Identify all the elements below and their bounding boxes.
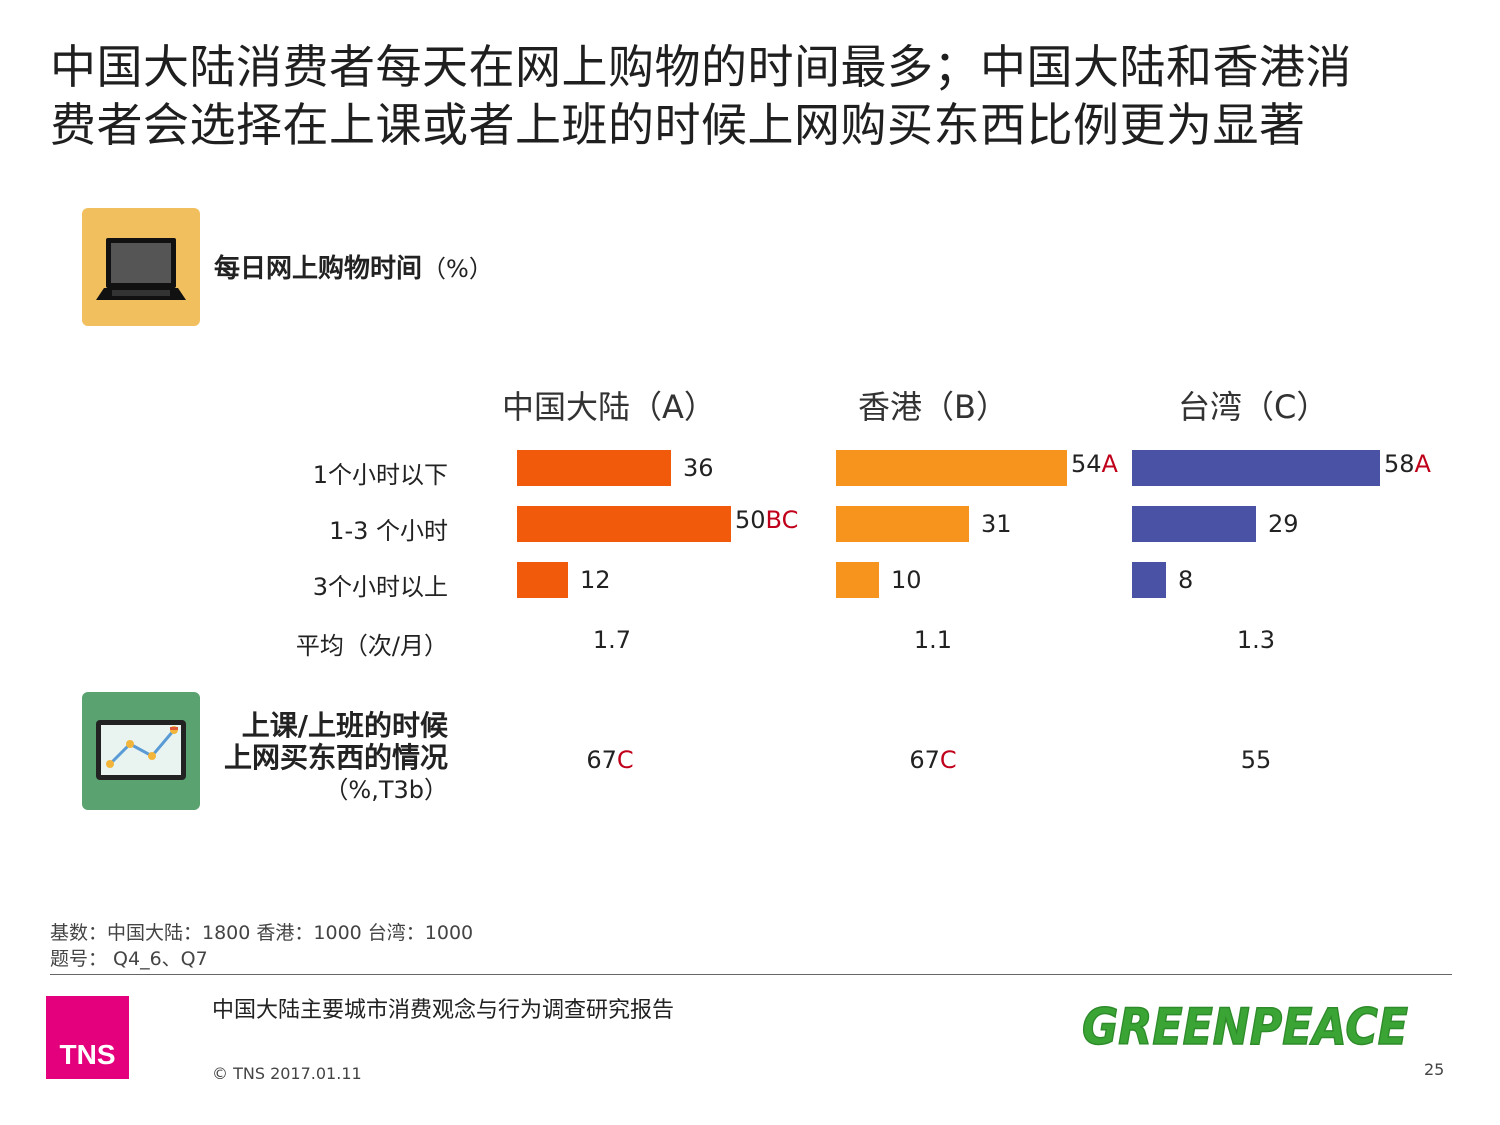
bar-value-a-2: 12 <box>580 566 611 594</box>
bar-c-2 <box>1132 562 1166 598</box>
section2-label-line2: 上网买东西的情况 <box>223 741 448 774</box>
tablet-chart-icon <box>96 720 186 780</box>
page-title: 中国大陆消费者每天在网上购物的时间最多；中国大陆和香港消 费者会选择在上课或者上… <box>50 38 1470 154</box>
bar-sig-c-0: A <box>1414 450 1431 478</box>
bar-label-a-0: 36 <box>683 454 714 482</box>
panel-header-a: 中国大陆（A） <box>502 388 716 426</box>
bar-value-c-2: 8 <box>1178 566 1194 594</box>
greenpeace-logo-text: GREENPEACE <box>1082 998 1408 1056</box>
title-line-2: 费者会选择在上课或者上班的时候上网购买东西比例更为显著 <box>50 98 1306 152</box>
bar-c-1 <box>1132 506 1256 542</box>
bar-label-a-2: 12 <box>580 566 611 594</box>
avg-value-c: 1.3 <box>1236 626 1276 654</box>
bar-value-b-0: 54 <box>1071 450 1102 478</box>
panel-header-c: 台湾（C） <box>1178 388 1329 426</box>
avg-value-b: 1.1 <box>913 626 953 654</box>
section1-unit: （%） <box>422 255 493 283</box>
row-label-1-3h: 1-3 个小时 <box>329 517 448 545</box>
t3b-number-c: 55 <box>1240 746 1272 774</box>
bar-a-1 <box>517 506 731 542</box>
bar-b-1 <box>836 506 969 542</box>
row-label-under-1h: 1个小时以下 <box>312 461 448 489</box>
tablet-icon-box <box>82 692 200 810</box>
bar-value-c-1: 29 <box>1268 510 1299 538</box>
bar-b-0 <box>836 450 1067 486</box>
t3b-value-b: 67C <box>873 746 993 774</box>
bar-value-c-0: 58 <box>1384 450 1415 478</box>
question-note: 题号： Q4_6、Q7 <box>50 948 208 970</box>
panel-header-b: 香港（B） <box>858 388 1008 426</box>
row-label-average: 平均（次/月） <box>295 632 448 660</box>
bar-label-c-2: 8 <box>1178 566 1193 594</box>
bar-value-a-1: 50 <box>735 506 766 534</box>
title-line-1: 中国大陆消费者每天在网上购物的时间最多；中国大陆和香港消 <box>50 40 1352 94</box>
bar-label-b-1: 31 <box>981 510 1012 538</box>
section2-label-line1: 上课/上班的时候 <box>241 709 448 742</box>
bar-sig-a-1: BC <box>765 506 799 534</box>
bar-label-c-0: 58A <box>1384 450 1431 478</box>
footnote: 基数：中国大陆：1800 香港：1000 台湾：1000 题号： Q4_6、Q7 <box>50 920 473 972</box>
t3b-value-a: 67C <box>550 746 670 774</box>
report-title: 中国大陆主要城市消费观念与行为调查研究报告 <box>212 998 675 1023</box>
copyright: © TNS 2017.01.11 <box>212 1064 362 1083</box>
t3b-number-b: 67 <box>909 746 940 774</box>
bar-label-b-0: 54A <box>1071 450 1118 478</box>
bar-label-c-1: 29 <box>1268 510 1299 538</box>
section1-heading: 每日网上购物时间（%） <box>214 248 493 285</box>
section2-heading: 上课/上班的时候 上网买东西的情况 （%,T3b） <box>214 710 448 806</box>
bar-value-b-1: 31 <box>981 510 1012 538</box>
bar-sig-b-0: A <box>1101 450 1118 478</box>
bar-value-a-0: 36 <box>683 454 714 482</box>
laptop-icon <box>96 238 186 300</box>
bar-c-0 <box>1132 450 1380 486</box>
avg-value-a: 1.7 <box>592 626 632 654</box>
bar-a-0 <box>517 450 671 486</box>
bar-b-2 <box>836 562 879 598</box>
base-note: 基数：中国大陆：1800 香港：1000 台湾：1000 <box>50 922 474 944</box>
t3b-number-a: 67 <box>586 746 617 774</box>
footer-divider <box>50 974 1452 975</box>
page-number: 25 <box>1424 1060 1445 1079</box>
tns-logo-text: TNS <box>59 1039 116 1070</box>
tns-logo: TNS <box>46 996 129 1079</box>
t3b-value-c: 55 <box>1196 746 1316 774</box>
bar-value-b-2: 10 <box>891 566 922 594</box>
laptop-icon-box <box>82 208 200 326</box>
row-label-over-3h: 3个小时以上 <box>312 573 448 601</box>
t3b-sig-a: C <box>616 746 634 774</box>
t3b-sig-b: C <box>939 746 957 774</box>
bar-label-a-1: 50BC <box>735 506 798 534</box>
bar-label-b-2: 10 <box>891 566 922 594</box>
bar-a-2 <box>517 562 568 598</box>
greenpeace-logo: GREENPEACE <box>1081 997 1409 1056</box>
section2-unit: （%,T3b） <box>324 776 448 804</box>
section1-label: 每日网上购物时间 <box>214 254 423 284</box>
